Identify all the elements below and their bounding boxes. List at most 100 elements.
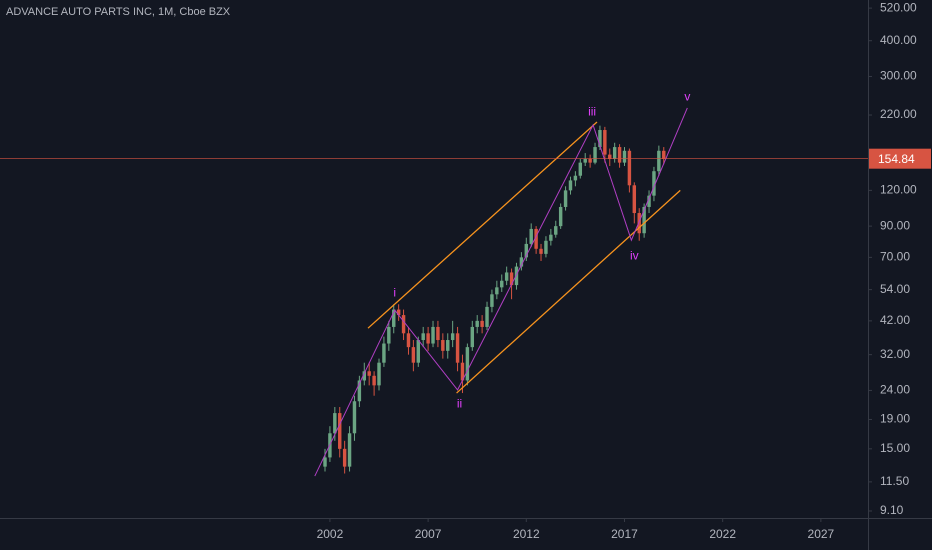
candle-body bbox=[642, 206, 646, 234]
candle-body bbox=[490, 294, 494, 307]
y-tick-label: 54.00 bbox=[880, 282, 910, 296]
candle-body bbox=[342, 448, 347, 467]
candle-body bbox=[455, 333, 460, 363]
y-tick-label: 300.00 bbox=[880, 69, 917, 83]
candle-body bbox=[357, 380, 362, 402]
candle-body bbox=[485, 306, 489, 327]
y-tick-label: 19.00 bbox=[880, 412, 910, 426]
candle-body bbox=[578, 162, 583, 176]
candle-body bbox=[372, 375, 376, 386]
candle-body bbox=[396, 309, 401, 316]
candle-body bbox=[411, 347, 416, 363]
x-tick-label: 2017 bbox=[611, 527, 638, 541]
wave-path bbox=[314, 107, 688, 477]
candle-body bbox=[450, 333, 455, 341]
candle-body bbox=[632, 185, 637, 214]
wave-label: v bbox=[684, 89, 690, 103]
candle-body bbox=[593, 147, 597, 163]
candle-body bbox=[470, 326, 475, 348]
candle-body bbox=[352, 401, 357, 434]
candle-body bbox=[446, 340, 450, 351]
candle-body bbox=[608, 154, 612, 159]
candle-body bbox=[338, 413, 342, 449]
candle-body bbox=[627, 150, 632, 186]
candle-body bbox=[544, 240, 548, 254]
candle-body bbox=[406, 333, 411, 348]
y-tick-label: 32.00 bbox=[880, 347, 910, 361]
candle-body bbox=[549, 234, 553, 241]
candle-body bbox=[377, 362, 381, 386]
y-tick-label: 400.00 bbox=[880, 33, 917, 47]
y-tick-label: 9.10 bbox=[880, 503, 904, 517]
candle-body bbox=[509, 272, 514, 286]
x-tick-label: 2002 bbox=[317, 527, 344, 541]
candle-body bbox=[426, 333, 430, 344]
candle-body bbox=[416, 340, 421, 363]
candle-body bbox=[622, 150, 627, 163]
candle-body bbox=[323, 457, 327, 467]
channel-line bbox=[456, 189, 681, 394]
candle-body bbox=[662, 150, 666, 159]
candle-body bbox=[573, 175, 578, 181]
candle-body bbox=[637, 213, 641, 234]
candle-body bbox=[514, 266, 519, 286]
y-tick-label: 24.00 bbox=[880, 383, 910, 397]
candle-body bbox=[612, 147, 617, 159]
candle-body bbox=[647, 195, 651, 207]
candle-body bbox=[387, 326, 391, 344]
candle-body bbox=[588, 158, 592, 163]
candle-body bbox=[392, 309, 396, 327]
x-tick-label: 2007 bbox=[415, 527, 442, 541]
candle-body bbox=[529, 228, 533, 244]
channel-line bbox=[367, 121, 598, 329]
y-tick-label: 90.00 bbox=[880, 218, 910, 232]
candle-body bbox=[598, 130, 602, 148]
candle-body bbox=[583, 158, 587, 163]
candle-body bbox=[475, 320, 479, 327]
candle-body bbox=[504, 272, 509, 281]
candle-body bbox=[617, 147, 622, 163]
candle-body bbox=[603, 130, 607, 155]
y-tick-label: 120.00 bbox=[880, 183, 917, 197]
candle-body bbox=[500, 280, 504, 288]
candle-body bbox=[495, 287, 499, 295]
chart-title: ADVANCE AUTO PARTS INC, 1M, Cboe BZX bbox=[6, 6, 231, 18]
wave-label: ii bbox=[457, 396, 462, 410]
candle-body bbox=[539, 248, 543, 254]
candle-body bbox=[347, 433, 352, 467]
y-tick-label: 42.00 bbox=[880, 313, 910, 327]
y-tick-label: 15.00 bbox=[880, 441, 910, 455]
candle-body bbox=[441, 340, 445, 351]
candle-body bbox=[534, 228, 538, 249]
candle-body bbox=[421, 333, 425, 341]
x-tick-label: 2027 bbox=[808, 527, 835, 541]
candle-body bbox=[333, 413, 337, 434]
candle-body bbox=[382, 343, 386, 363]
y-tick-label: 70.00 bbox=[880, 250, 910, 264]
last-price-box bbox=[869, 148, 931, 169]
last-price-label: 154.84 bbox=[878, 152, 915, 166]
candle-body bbox=[652, 171, 656, 196]
candle-body bbox=[519, 257, 524, 267]
candle-body bbox=[401, 315, 406, 334]
candle-body bbox=[367, 371, 371, 376]
x-tick-label: 2012 bbox=[513, 527, 540, 541]
wave-label: iii bbox=[588, 104, 596, 118]
wave-label: i bbox=[393, 285, 396, 299]
candle-body bbox=[480, 320, 484, 327]
candle-body bbox=[362, 371, 367, 381]
candle-body bbox=[465, 347, 470, 381]
wave-label: iv bbox=[630, 248, 639, 262]
candle-body bbox=[554, 226, 558, 235]
candle-body bbox=[460, 362, 465, 381]
candle-body bbox=[563, 190, 568, 207]
candle-body bbox=[657, 150, 661, 172]
y-tick-label: 11.50 bbox=[880, 474, 909, 488]
x-tick-label: 2022 bbox=[709, 527, 736, 541]
candle-body bbox=[558, 206, 563, 227]
y-tick-label: 520.00 bbox=[880, 0, 917, 14]
candle-body bbox=[524, 243, 529, 258]
y-tick-label: 220.00 bbox=[880, 107, 917, 121]
